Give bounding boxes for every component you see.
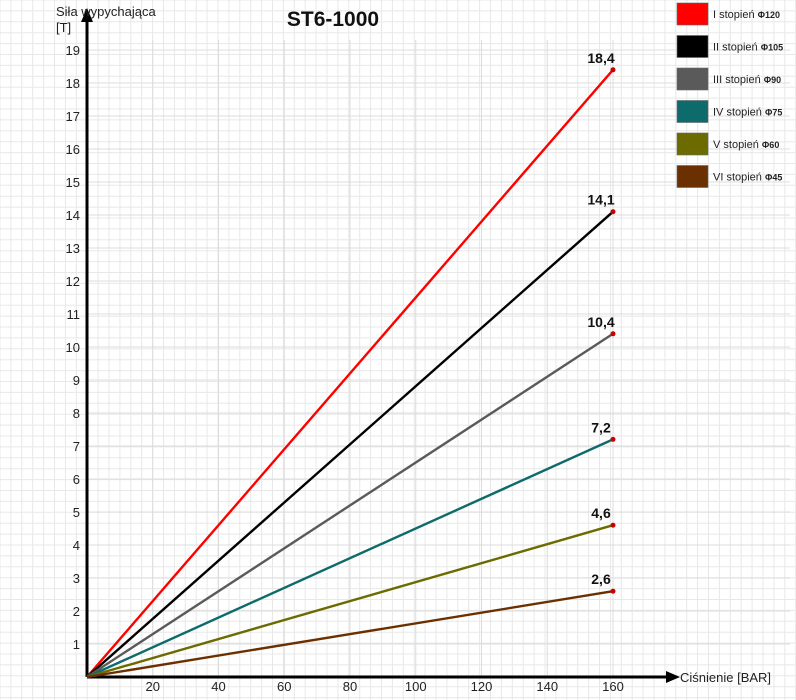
y-tick-label: 17	[66, 109, 80, 124]
y-axis-arrow	[81, 8, 93, 22]
y-tick-label: 2	[73, 604, 80, 619]
y-tick-label: 15	[66, 175, 80, 190]
series-end-label: 10,4	[587, 314, 614, 330]
y-tick-label: 7	[73, 439, 80, 454]
x-axis-arrow	[666, 671, 680, 683]
legend-label: V stopień Φ60	[713, 139, 779, 151]
series-line	[86, 69, 614, 678]
x-tick-label: 120	[471, 679, 493, 694]
legend-label: VI stopień Φ45	[713, 172, 782, 184]
y-tick-label: 8	[73, 406, 80, 421]
x-tick-label: 100	[405, 679, 427, 694]
series-line	[86, 438, 614, 679]
x-tick-label: 40	[211, 679, 225, 694]
tick-labels: 20 40 60 80 100 120 140 16012345678910111213141…	[66, 43, 624, 694]
legend: I stopień Φ120 II stopień Φ105 III stopień…	[676, 2, 783, 188]
y-tick-label: 18	[66, 76, 80, 91]
series-end-point	[610, 67, 616, 73]
y-tick-label: 1	[73, 637, 80, 652]
legend-swatch	[676, 132, 709, 156]
series-line	[86, 332, 614, 679]
x-tick-label: 140	[536, 679, 558, 694]
axes	[81, 8, 680, 683]
legend-swatch	[676, 67, 709, 91]
x-tick-label: 20	[146, 679, 160, 694]
y-tick-label: 11	[67, 307, 81, 322]
y-tick-label: 16	[66, 142, 80, 157]
series-end-label: 7,2	[591, 419, 611, 435]
y-tick-label: 12	[66, 274, 80, 289]
y-axis-unit: [T]	[56, 20, 71, 35]
series-end-label: 14,1	[587, 192, 614, 208]
legend-label: IV stopień Φ75	[713, 107, 782, 119]
chart-title: ST6-1000	[287, 8, 379, 31]
series-line	[86, 524, 614, 679]
legend-swatch	[676, 100, 709, 123]
series-end-point	[610, 522, 616, 528]
legend-label: I stopień Φ120	[713, 9, 780, 21]
series-end-point	[610, 588, 616, 594]
series-end-label: 2,6	[591, 571, 611, 587]
series-line	[86, 590, 614, 679]
x-tick-label: 160	[602, 679, 624, 694]
x-tick-label: 80	[343, 679, 357, 694]
y-tick-label: 9	[73, 373, 80, 388]
series-end-label: 18,4	[587, 50, 614, 66]
series-end-point	[610, 209, 616, 215]
y-tick-label: 10	[66, 340, 80, 355]
y-tick-label: 6	[73, 472, 80, 487]
y-tick-label: 4	[73, 538, 80, 553]
y-tick-label: 14	[66, 208, 80, 223]
series-end-point	[610, 331, 616, 337]
y-tick-label: 3	[73, 571, 80, 586]
legend-swatch	[676, 2, 709, 26]
series-end-point	[610, 436, 616, 442]
y-axis-title: Siła wypychająca	[56, 4, 156, 19]
series-line	[86, 210, 614, 678]
legend-label: III stopień Φ90	[713, 74, 781, 86]
x-tick-label: 60	[277, 679, 291, 694]
y-tick-label: 13	[66, 241, 80, 256]
legend-swatch	[676, 35, 709, 58]
series-end-label: 4,6	[591, 505, 611, 521]
series-group: 18,4 14,1 10,4 7,2 4,6 2,6	[86, 50, 616, 679]
y-tick-label: 5	[73, 505, 80, 520]
y-tick-label: 19	[66, 43, 80, 58]
legend-label: II stopień Φ105	[713, 42, 783, 54]
x-axis-title: Ciśnienie [BAR]	[680, 670, 771, 685]
legend-swatch	[676, 165, 709, 188]
